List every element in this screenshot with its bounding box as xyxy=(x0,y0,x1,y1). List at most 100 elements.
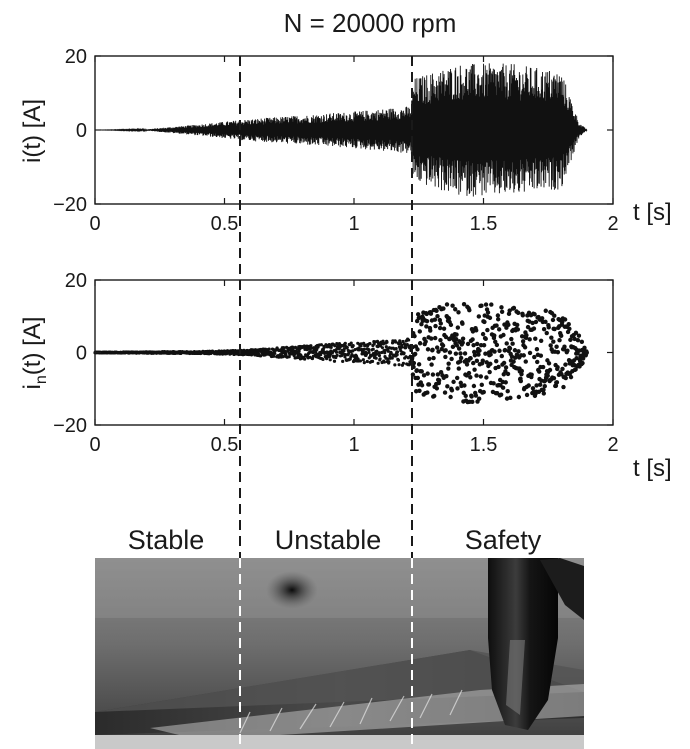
data-point xyxy=(434,308,439,313)
data-point xyxy=(349,341,353,345)
data-point xyxy=(535,359,540,365)
data-point xyxy=(345,345,349,350)
data-point xyxy=(507,308,512,313)
data-point xyxy=(449,388,455,393)
data-point xyxy=(574,356,579,361)
data-point xyxy=(479,382,484,388)
data-point xyxy=(384,345,388,349)
data-point xyxy=(505,371,511,377)
x-tick-label: 1.5 xyxy=(470,213,498,235)
region-label-stable: Stable xyxy=(128,525,205,555)
data-point xyxy=(466,370,472,376)
data-point xyxy=(496,327,502,332)
data-point xyxy=(272,354,276,358)
data-point xyxy=(311,350,315,355)
data-point xyxy=(377,353,382,358)
data-point xyxy=(474,358,480,363)
data-point xyxy=(562,344,567,349)
data-point xyxy=(584,350,589,355)
data-point xyxy=(547,367,553,373)
data-point xyxy=(464,362,470,367)
data-point xyxy=(483,351,488,356)
data-point xyxy=(412,333,417,339)
data-point xyxy=(381,339,385,343)
data-point xyxy=(499,305,504,310)
data-point xyxy=(541,387,546,393)
y-tick-label: 0 xyxy=(76,120,87,142)
data-point xyxy=(419,322,424,327)
data-point xyxy=(495,317,501,322)
data-point xyxy=(458,355,464,361)
data-point xyxy=(515,322,520,328)
data-point xyxy=(543,308,548,313)
data-point xyxy=(534,383,539,388)
data-point xyxy=(394,347,398,351)
data-point xyxy=(457,359,463,364)
data-point xyxy=(441,326,447,331)
data-point xyxy=(401,339,405,344)
data-point xyxy=(454,332,459,337)
y-tick-label: 0 xyxy=(76,343,87,365)
data-point xyxy=(367,350,371,354)
data-point xyxy=(430,347,435,353)
data-point xyxy=(429,362,434,367)
data-point xyxy=(454,337,459,342)
data-point xyxy=(523,359,528,364)
data-point xyxy=(370,359,375,363)
data-point xyxy=(566,322,571,327)
data-point xyxy=(398,339,402,343)
data-point xyxy=(545,373,550,378)
data-point xyxy=(353,359,357,363)
data-point xyxy=(419,369,424,374)
data-point xyxy=(526,383,531,388)
data-point xyxy=(533,336,538,341)
data-point xyxy=(474,328,479,333)
data-point xyxy=(476,314,482,319)
data-point xyxy=(351,343,355,348)
data-point xyxy=(521,353,526,358)
data-point xyxy=(303,357,307,361)
data-point xyxy=(507,346,513,351)
data-point xyxy=(481,343,487,348)
data-point xyxy=(395,353,399,357)
data-point xyxy=(432,393,437,399)
data-point xyxy=(375,349,379,353)
data-point xyxy=(329,345,333,349)
data-point xyxy=(481,389,486,395)
data-point xyxy=(476,352,481,357)
data-point xyxy=(482,319,487,325)
data-point xyxy=(551,376,557,381)
data-point xyxy=(425,371,430,376)
data-point xyxy=(305,348,309,352)
data-point xyxy=(430,372,436,377)
data-point xyxy=(435,372,441,377)
data-point xyxy=(485,327,490,333)
data-point xyxy=(462,351,468,356)
data-point xyxy=(518,378,524,384)
data-point xyxy=(470,337,475,342)
data-point xyxy=(415,347,420,352)
data-point xyxy=(436,378,442,383)
data-point xyxy=(548,343,553,348)
data-point xyxy=(428,311,434,316)
data-point xyxy=(541,391,546,396)
data-point xyxy=(504,341,509,346)
data-point xyxy=(440,343,446,348)
x-tick-label: 1 xyxy=(348,434,359,456)
data-point xyxy=(530,386,536,391)
data-point xyxy=(540,364,546,370)
data-point xyxy=(567,326,572,331)
data-point xyxy=(527,350,533,356)
data-point xyxy=(575,337,581,343)
data-point xyxy=(494,342,500,348)
data-point xyxy=(455,386,460,391)
data-point xyxy=(501,332,506,338)
data-point xyxy=(537,382,543,387)
data-point xyxy=(456,366,462,371)
data-point xyxy=(499,309,505,315)
data-point xyxy=(474,373,479,378)
data-point xyxy=(433,323,438,329)
